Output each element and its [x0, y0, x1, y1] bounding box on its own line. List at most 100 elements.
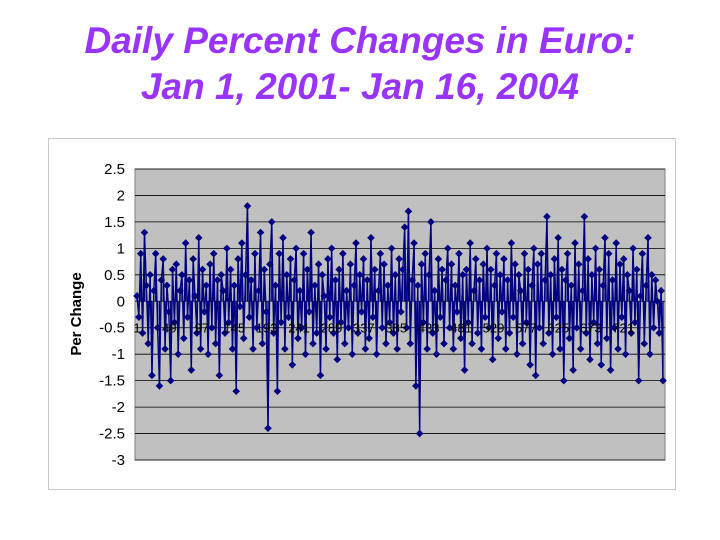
data-point-marker [286, 255, 295, 263]
data-point-marker [238, 239, 246, 247]
slide-title-line-1: Daily Percent Changes in Euro: [84, 20, 636, 61]
slide-title: Daily Percent Changes in Euro: Jan 1, 20… [0, 18, 720, 110]
data-point-marker [501, 345, 510, 353]
data-point-marker [277, 318, 285, 327]
data-point-marker [464, 318, 473, 327]
data-point-marker [530, 244, 538, 253]
data-point-marker [219, 286, 227, 295]
x-tick-label: 193 [256, 320, 278, 335]
data-point-marker [370, 265, 379, 274]
x-tick-label: 385 [385, 320, 407, 335]
data-point-marker [215, 371, 224, 380]
data-point-marker [440, 339, 448, 348]
data-point-marker [586, 355, 594, 364]
data-point-marker [191, 292, 199, 300]
data-point-marker [524, 265, 533, 274]
data-point-marker [269, 329, 278, 337]
data-point-marker [402, 323, 411, 332]
data-point-marker [365, 334, 373, 343]
data-point-marker [417, 260, 426, 269]
data-point-marker [185, 276, 194, 284]
data-point-marker [610, 323, 619, 332]
data-point-marker [337, 318, 345, 327]
data-point-marker [204, 350, 212, 358]
y-tick-label: -0.5 [99, 320, 125, 337]
data-point-marker [344, 323, 353, 332]
data-point-marker [623, 271, 632, 279]
data-point-marker [339, 249, 347, 258]
data-point-marker [335, 265, 343, 274]
data-point-marker [187, 366, 196, 374]
data-point-marker [616, 260, 624, 269]
data-point-marker [655, 329, 664, 337]
data-point-marker [288, 360, 297, 369]
data-point-marker [382, 339, 390, 348]
data-point-marker [406, 339, 415, 348]
data-point-marker [571, 239, 579, 247]
y-tick-label: -1 [112, 346, 125, 363]
data-point-marker [174, 350, 182, 358]
data-point-marker [239, 334, 248, 343]
data-point-marker [494, 334, 503, 343]
data-point-marker [196, 345, 205, 353]
data-point-marker [539, 339, 547, 348]
data-point-marker [618, 313, 626, 321]
data-point-marker [647, 271, 656, 279]
data-point-marker [292, 244, 300, 253]
data-point-marker [138, 329, 147, 337]
y-tick-label: 2.5 [104, 161, 125, 178]
y-tick-label: 1 [117, 240, 125, 257]
data-point-marker [410, 239, 418, 247]
data-point-marker [369, 313, 377, 321]
data-point-marker [316, 371, 325, 380]
data-point-marker [559, 376, 568, 385]
data-point-marker [200, 308, 209, 316]
data-point-marker [477, 345, 486, 353]
data-point-marker [281, 345, 289, 353]
data-point-marker [267, 218, 276, 226]
data-point-marker [573, 323, 581, 332]
data-point-marker [309, 339, 317, 348]
data-point-marker [314, 260, 323, 269]
data-point-marker [621, 350, 630, 358]
data-point-marker [307, 228, 315, 237]
data-point-marker [155, 382, 164, 390]
data-point-marker [290, 276, 299, 284]
x-tick-label: 673 [580, 320, 602, 335]
data-point-marker [165, 308, 173, 316]
data-point-marker [653, 297, 662, 306]
data-point-marker [372, 350, 381, 358]
data-point-marker [181, 239, 190, 247]
data-point-marker [318, 271, 327, 279]
data-point-marker [659, 376, 667, 385]
data-point-marker [397, 308, 405, 316]
data-point-marker [449, 345, 458, 353]
y-tick-label: 1.5 [104, 214, 125, 231]
data-point-marker [399, 265, 407, 274]
data-point-marker [438, 265, 446, 274]
data-point-marker [455, 249, 463, 258]
data-point-marker [657, 286, 665, 295]
data-point-marker [183, 313, 192, 321]
data-point-marker [322, 345, 330, 353]
data-point-marker [232, 387, 241, 396]
data-point-marker [531, 371, 540, 380]
data-point-marker [599, 281, 607, 290]
data-point-marker [541, 276, 549, 284]
data-point-marker [389, 329, 398, 337]
data-point-marker [140, 228, 149, 237]
data-point-marker [166, 376, 175, 385]
y-tick-label: -2 [112, 399, 125, 416]
data-point-marker [428, 329, 437, 337]
data-point-marker [271, 281, 280, 290]
y-axis-label: Per Change [68, 272, 85, 355]
data-point-marker [490, 281, 499, 290]
series-line [136, 206, 664, 434]
data-point-marker [627, 329, 635, 337]
y-axis-tick-labels: 2.5 2 1.5 1 0.5 0 -0.5 -1 -1.5 -2 -2.5 -3 [99, 161, 125, 469]
data-point-marker [569, 366, 577, 374]
data-point-marker [391, 271, 400, 279]
data-point-marker [436, 313, 445, 321]
data-point-marker [380, 260, 388, 269]
data-point-marker [651, 276, 660, 284]
